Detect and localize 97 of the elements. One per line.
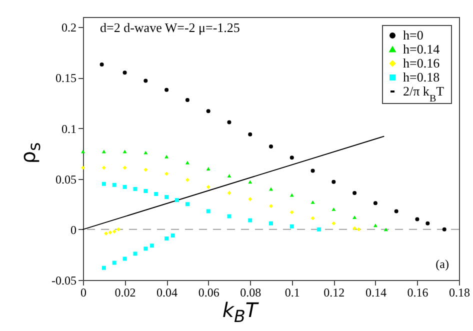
point <box>102 266 106 270</box>
point <box>164 172 169 176</box>
point <box>164 154 169 158</box>
point <box>206 184 210 189</box>
legend-label: h=0.16 <box>403 56 440 70</box>
point <box>426 221 430 226</box>
point <box>332 180 336 184</box>
point <box>269 204 273 208</box>
point <box>206 109 210 114</box>
point <box>269 144 273 148</box>
x-tick-label: 0.02 <box>114 286 136 300</box>
y-tick-label: -0.05 <box>52 274 76 288</box>
point <box>144 168 148 172</box>
point <box>290 224 294 228</box>
point <box>185 98 190 102</box>
point <box>227 191 232 196</box>
x-tick-label: 0.04 <box>156 286 178 300</box>
legend-label: h=0 <box>403 28 424 42</box>
point <box>227 214 232 218</box>
point <box>144 78 148 83</box>
point <box>116 227 121 232</box>
chart-title: d=2 d-wave W=-2 μ=-1.25 <box>100 20 240 36</box>
point <box>442 227 446 232</box>
annotation: (a) <box>436 257 449 272</box>
x-axis-title: k$_{B}$T <box>222 298 258 326</box>
point <box>104 231 108 236</box>
x-tick-label: 0.12 <box>324 286 345 300</box>
point <box>332 207 336 211</box>
point <box>122 166 127 170</box>
legend-label: 2/π k$_{B}$T <box>403 84 444 104</box>
point <box>248 132 252 136</box>
point <box>394 209 398 214</box>
point <box>122 150 127 154</box>
point <box>352 226 357 230</box>
point <box>332 221 336 226</box>
point <box>373 201 378 206</box>
point <box>100 62 104 67</box>
point <box>122 184 127 189</box>
point <box>206 167 210 170</box>
point <box>81 166 85 170</box>
point <box>102 150 106 154</box>
point <box>290 210 294 214</box>
point <box>185 178 190 182</box>
point <box>164 236 169 241</box>
point <box>102 166 106 170</box>
y-tick-label: 0.15 <box>56 71 76 86</box>
legend-label: h=0.14 <box>403 42 440 56</box>
point <box>175 198 179 202</box>
x-tick-label: 0.08 <box>240 286 262 300</box>
point <box>248 218 252 222</box>
point <box>144 150 148 154</box>
point <box>352 191 357 196</box>
x-tick-label: 0.14 <box>365 286 386 300</box>
point <box>144 188 148 193</box>
point <box>112 260 116 265</box>
point <box>164 195 169 200</box>
point <box>122 70 127 75</box>
point <box>248 197 252 202</box>
point <box>150 244 154 248</box>
point <box>112 229 116 234</box>
point <box>164 88 169 92</box>
y-tick-label: 0 <box>70 222 76 237</box>
x-tick-label: 0.18 <box>449 286 470 300</box>
x-tick-label: 0 <box>80 286 86 300</box>
x-tick-label: 0.06 <box>198 286 220 300</box>
point <box>227 120 232 124</box>
point <box>112 182 116 187</box>
point <box>81 150 85 154</box>
point <box>227 174 232 178</box>
point <box>144 246 148 251</box>
point <box>185 202 190 206</box>
point <box>206 209 210 214</box>
point <box>310 216 315 220</box>
point <box>352 216 357 220</box>
point <box>310 200 315 204</box>
point <box>185 160 190 164</box>
point <box>154 192 158 196</box>
point <box>290 156 294 160</box>
point <box>317 227 322 232</box>
point <box>170 233 175 238</box>
point <box>310 168 315 173</box>
point <box>133 252 138 256</box>
point <box>373 224 378 228</box>
point <box>108 230 112 234</box>
x-tick-label: 0.16 <box>407 286 428 300</box>
point <box>356 227 361 232</box>
y-tick-label: 0.05 <box>56 172 76 186</box>
y-tick-label: 0.1 <box>62 122 76 136</box>
point <box>269 221 273 226</box>
legend-label: h=0.18 <box>403 70 440 84</box>
point <box>415 217 420 222</box>
y-tick-label: 0.2 <box>62 20 76 35</box>
point <box>122 256 127 261</box>
point <box>102 182 106 186</box>
point <box>290 193 294 197</box>
x-tick-label: 0.1 <box>284 286 300 300</box>
point <box>133 186 138 191</box>
